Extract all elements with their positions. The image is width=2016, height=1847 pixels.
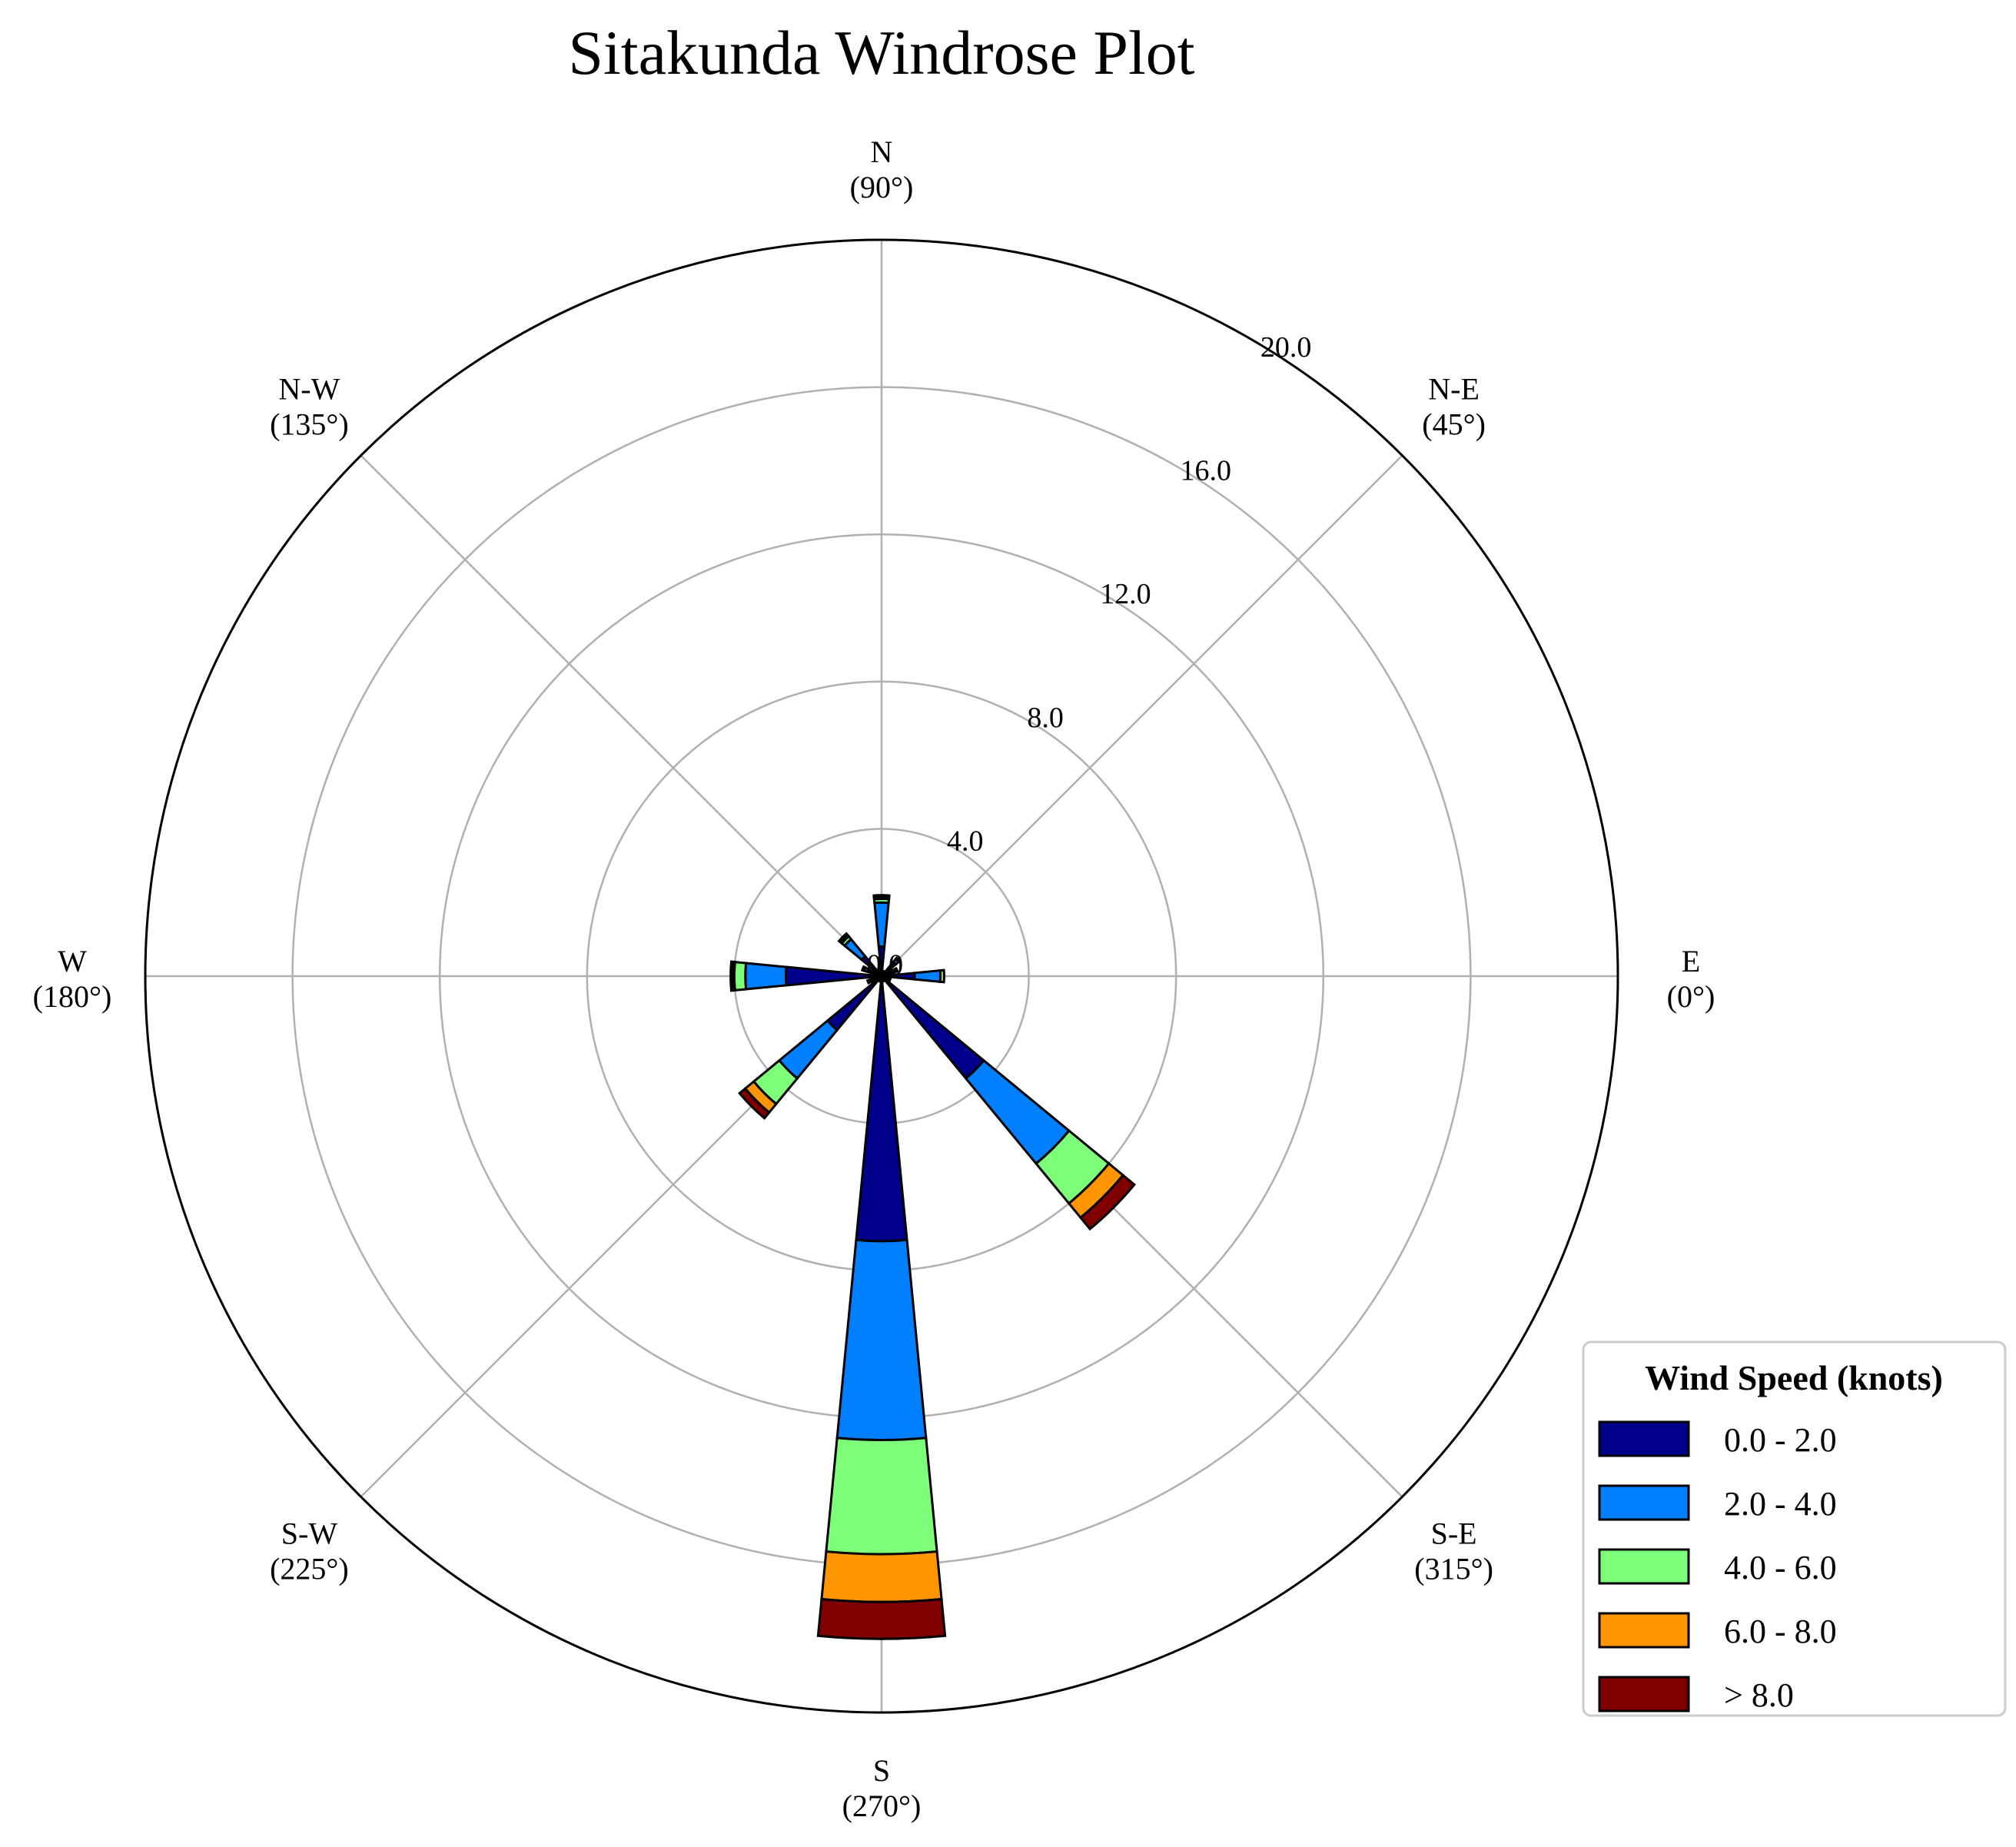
direction-degrees: (180°)	[33, 979, 112, 1014]
direction-label: N-W(135°)	[270, 371, 349, 441]
direction-label: S(270°)	[842, 1753, 922, 1823]
radial-tick-label: 8.0	[1027, 702, 1064, 734]
legend-swatch	[1598, 1612, 1690, 1649]
windrose-bars	[729, 894, 1137, 1640]
radial-tick-label: 20.0	[1260, 331, 1312, 364]
bar-segment	[744, 962, 788, 991]
bar-segment	[894, 955, 902, 964]
legend-title: Wind Speed (knots)	[1645, 1358, 1943, 1397]
direction-name: N-E	[1428, 371, 1480, 406]
direction-label: N-E(45°)	[1422, 371, 1486, 441]
radial-tick-label: 16.0	[1181, 455, 1232, 487]
direction-degrees: (315°)	[1414, 1552, 1493, 1586]
direction-name: S-E	[1431, 1516, 1477, 1551]
direction-name: N-W	[278, 371, 340, 406]
bar-segment	[835, 1238, 928, 1442]
polar-frame	[144, 238, 1619, 1714]
direction-degrees: (225°)	[270, 1552, 349, 1586]
bar-segment	[820, 1550, 943, 1603]
direction-name: S	[873, 1753, 890, 1788]
direction-degrees: (0°)	[1667, 979, 1715, 1014]
direction-name: W	[58, 944, 87, 978]
legend-swatch	[1598, 1420, 1690, 1457]
bar-segment	[892, 966, 899, 974]
direction-label: N(90°)	[850, 135, 914, 204]
grid-spoke	[881, 454, 1403, 977]
bar-segment	[732, 961, 748, 992]
bar-segment	[825, 1437, 938, 1556]
bar-segment	[873, 901, 890, 948]
legend-label: 6.0 - 8.0	[1724, 1613, 1837, 1650]
bar-segment	[738, 1087, 771, 1120]
bar-segment	[880, 975, 986, 1081]
bar-segment	[825, 975, 883, 1032]
legend-swatch	[1598, 1484, 1690, 1521]
direction-labels: E(0°)N-E(45°)N(90°)N-W(135°)W(180°)S-W(2…	[33, 135, 1715, 1823]
radial-tick-label: 4.0	[947, 826, 984, 858]
legend: Wind Speed (knots) 0.0 - 2.0 2.0 - 4.0 4.0…	[1582, 1340, 2007, 1717]
chart-title: Sitakunda Windrose Plot	[568, 18, 1194, 88]
legend-label: 2.0 - 4.0	[1724, 1485, 1837, 1523]
bar-segment	[872, 894, 891, 899]
direction-degrees: (90°)	[850, 170, 914, 204]
legend-swatch	[1598, 1548, 1690, 1585]
bar-segment	[865, 978, 874, 985]
bar-segment	[886, 976, 892, 982]
legend-label: > 8.0	[1724, 1676, 1794, 1714]
legend-swatch	[1598, 1676, 1690, 1712]
bar-segment	[938, 968, 945, 984]
radial-tick-label: 12.0	[1100, 578, 1151, 610]
grid-spoke	[360, 454, 882, 977]
legend-label: 0.0 - 2.0	[1724, 1421, 1837, 1459]
bar-segment	[913, 969, 942, 983]
radial-tick-label: 0.0	[867, 948, 904, 981]
direction-label: S-W(225°)	[270, 1516, 349, 1586]
bar-segment	[837, 932, 849, 944]
direction-label: S-E(315°)	[1414, 1516, 1493, 1586]
legend-frame	[1582, 1340, 2007, 1717]
legend-label: 4.0 - 6.0	[1724, 1549, 1837, 1586]
direction-degrees: (135°)	[270, 407, 349, 441]
direction-name: N	[871, 135, 893, 169]
direction-degrees: (45°)	[1422, 407, 1486, 441]
bar-segment	[860, 965, 867, 972]
bar-segment	[729, 960, 735, 992]
direction-name: E	[1682, 944, 1700, 978]
radial-tick-labels: 0.0 4.0 8.0 12.0 16.0 20.0	[867, 331, 1312, 981]
direction-name: S-W	[281, 1516, 338, 1551]
direction-label: W(180°)	[33, 944, 112, 1014]
bar-segment	[1078, 1173, 1137, 1231]
direction-label: E(0°)	[1667, 944, 1715, 1014]
bar-segment	[816, 1597, 947, 1640]
direction-degrees: (270°)	[842, 1789, 922, 1823]
bar-segment	[855, 975, 908, 1243]
